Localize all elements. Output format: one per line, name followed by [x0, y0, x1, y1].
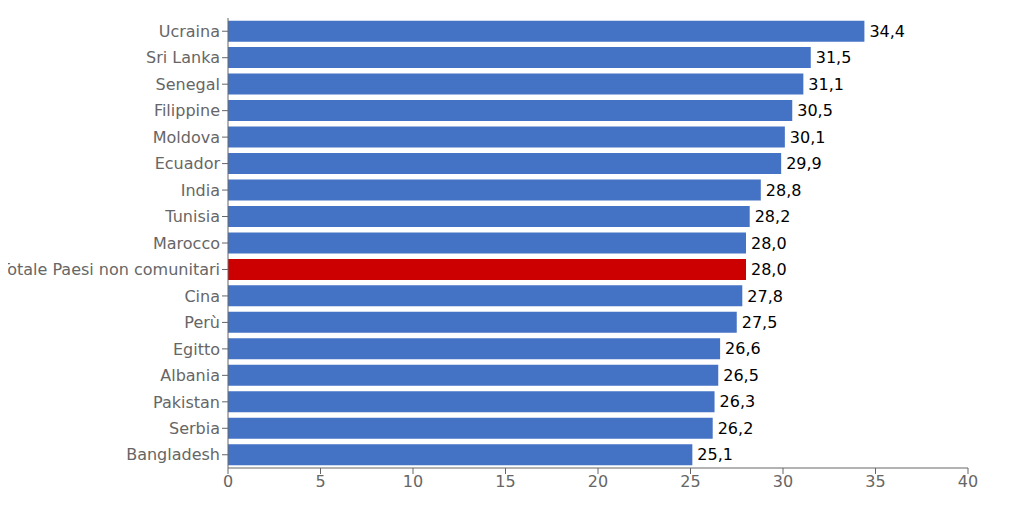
svg-text:Sri Lanka: Sri Lanka: [146, 48, 220, 67]
svg-text:27,8: 27,8: [747, 287, 783, 306]
svg-text:26,6: 26,6: [725, 339, 761, 358]
svg-text:26,2: 26,2: [718, 419, 754, 438]
svg-text:28,0: 28,0: [751, 260, 787, 279]
svg-text:Pakistan: Pakistan: [153, 393, 220, 412]
svg-text:25,1: 25,1: [697, 445, 733, 464]
svg-text:Egitto: Egitto: [173, 340, 220, 359]
svg-text:Totale Paesi non comunitari: Totale Paesi non comunitari: [8, 260, 220, 279]
svg-text:15: 15: [495, 472, 515, 491]
svg-text:Ucraina: Ucraina: [159, 22, 220, 41]
svg-text:Marocco: Marocco: [153, 234, 220, 253]
svg-text:Ecuador: Ecuador: [155, 154, 221, 173]
svg-text:26,3: 26,3: [720, 392, 756, 411]
svg-text:31,5: 31,5: [816, 48, 852, 67]
svg-text:Bangladesh: Bangladesh: [126, 445, 220, 464]
svg-text:Perù: Perù: [184, 313, 220, 332]
svg-text:29,9: 29,9: [786, 154, 822, 173]
svg-text:10: 10: [403, 472, 423, 491]
svg-text:20: 20: [588, 472, 608, 491]
svg-text:31,1: 31,1: [808, 75, 844, 94]
svg-text:28,2: 28,2: [755, 207, 791, 226]
svg-text:Serbia: Serbia: [169, 419, 220, 438]
svg-text:0: 0: [223, 472, 233, 491]
svg-text:Tunisia: Tunisia: [164, 207, 220, 226]
svg-text:28,8: 28,8: [766, 181, 802, 200]
svg-text:5: 5: [315, 472, 325, 491]
svg-text:34,4: 34,4: [869, 22, 905, 41]
svg-text:26,5: 26,5: [723, 366, 759, 385]
svg-text:Albania: Albania: [160, 366, 220, 385]
svg-text:27,5: 27,5: [742, 313, 778, 332]
svg-text:Cina: Cina: [184, 287, 220, 306]
svg-text:25: 25: [680, 472, 700, 491]
svg-text:30: 30: [773, 472, 793, 491]
svg-text:Senegal: Senegal: [156, 75, 220, 94]
svg-text:Filippine: Filippine: [154, 101, 220, 120]
svg-text:India: India: [181, 181, 220, 200]
svg-text:30,5: 30,5: [797, 101, 833, 120]
svg-text:35: 35: [865, 472, 885, 491]
svg-text:40: 40: [958, 472, 978, 491]
svg-text:Moldova: Moldova: [153, 128, 220, 147]
svg-text:28,0: 28,0: [751, 234, 787, 253]
svg-text:30,1: 30,1: [790, 128, 826, 147]
